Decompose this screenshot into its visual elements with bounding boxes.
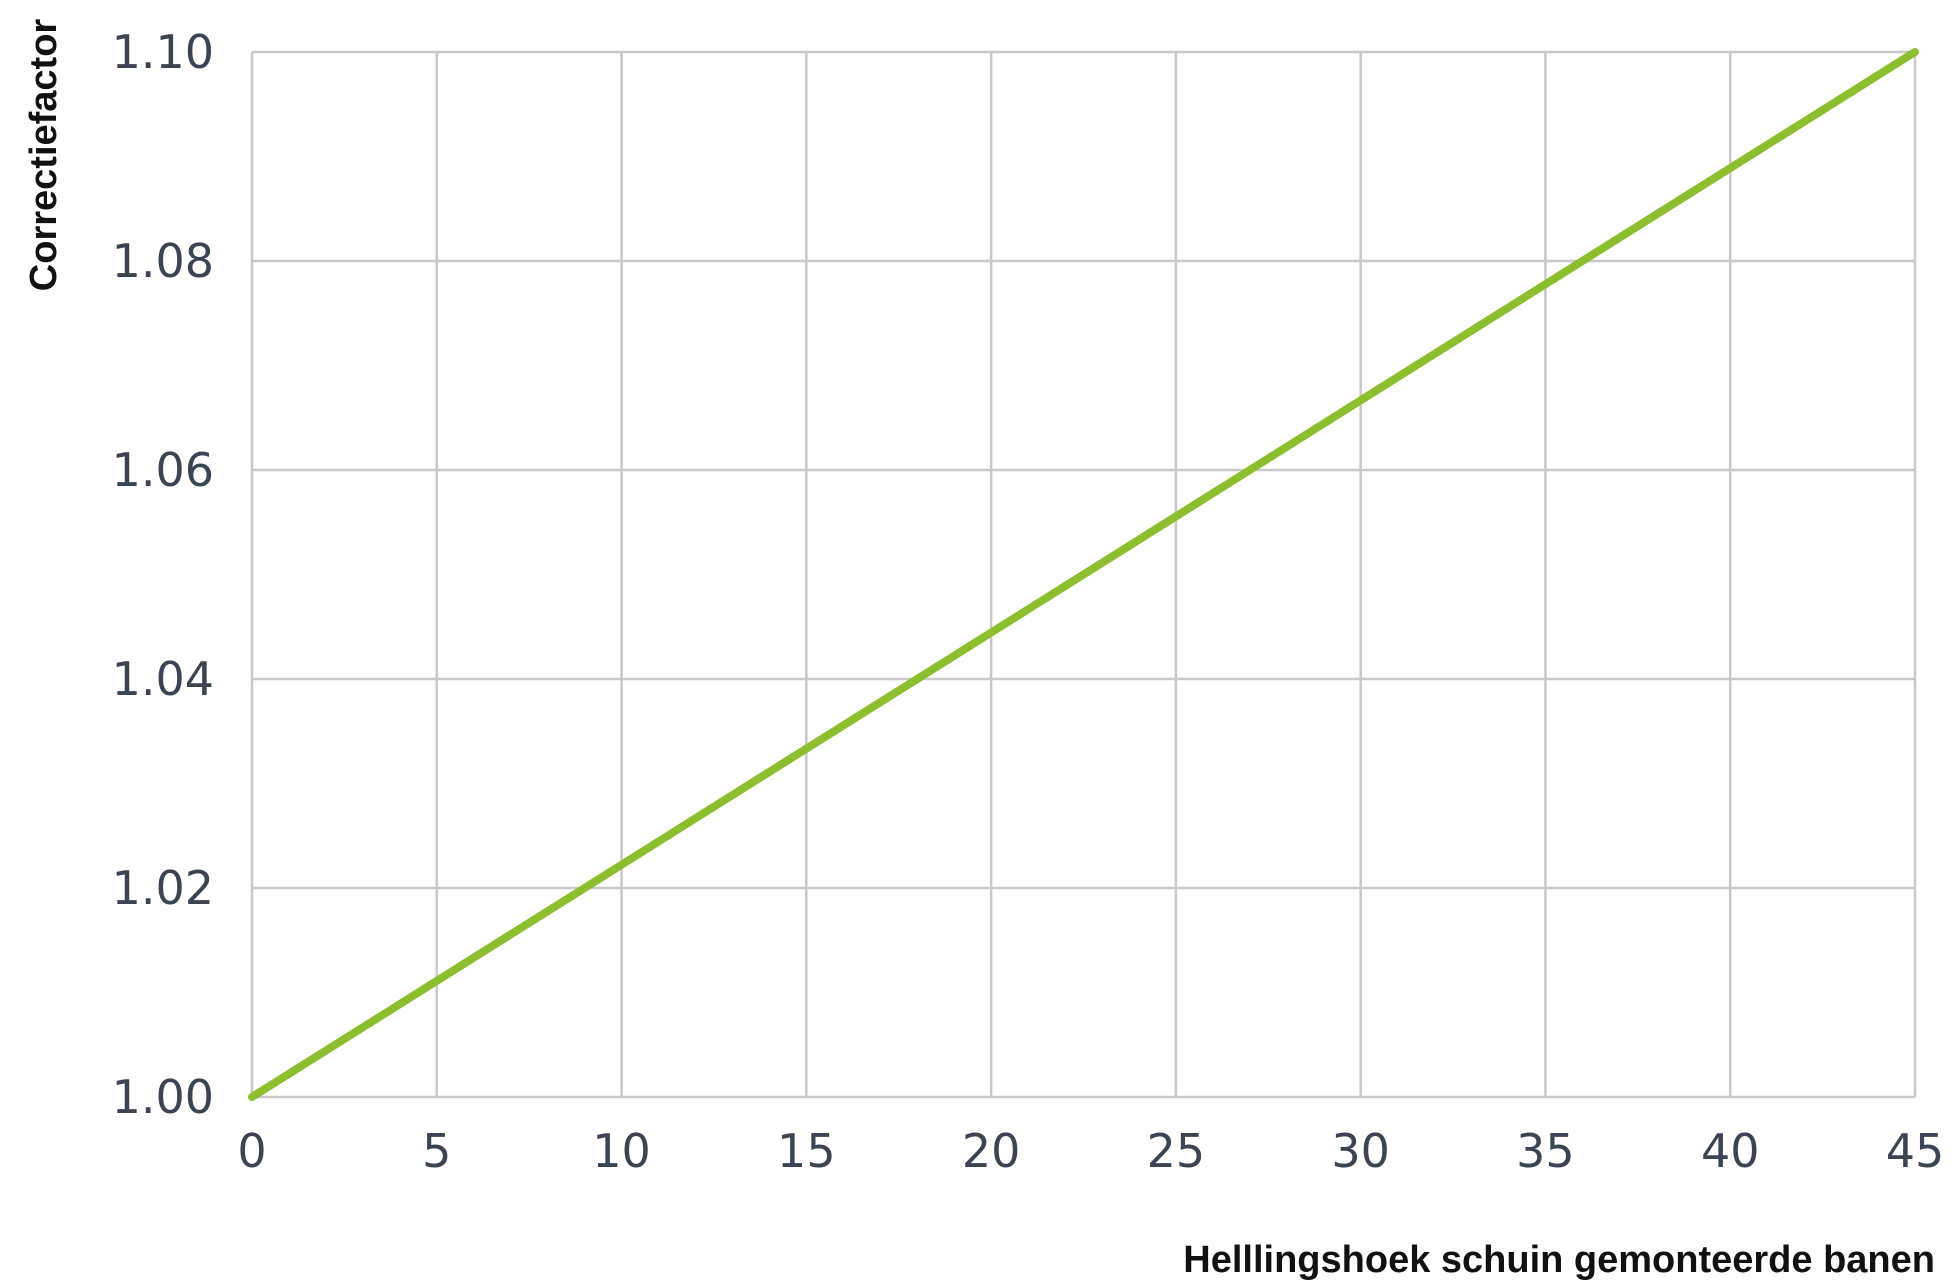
y-axis-title: Correctiefactor (23, 19, 65, 292)
y-tick-label: 1.08 (112, 234, 214, 288)
x-tick-label: 25 (1147, 1124, 1206, 1178)
y-tick-label: 1.06 (112, 443, 214, 497)
series-layer (248, 48, 1919, 1101)
x-tick-label: 35 (1516, 1124, 1575, 1178)
x-tick-label: 20 (962, 1124, 1021, 1178)
x-tick-label: 0 (237, 1124, 266, 1178)
y-axis-ticks: 1.00 1.02 1.04 1.06 1.08 1.10 (112, 25, 214, 1124)
grid-lines (250, 50, 1917, 1099)
y-tick-label: 1.04 (112, 652, 214, 706)
x-axis-ticks: 0 5 10 15 20 25 30 35 40 45 (237, 1124, 1944, 1178)
x-tick-label: 30 (1331, 1124, 1390, 1178)
x-axis-title: Helllingshoek schuin gemonteerde banen (1183, 1239, 1935, 1281)
x-tick-label: 10 (592, 1124, 651, 1178)
y-tick-label: 1.10 (112, 25, 214, 79)
series-line (248, 48, 1919, 1101)
x-tick-label: 45 (1886, 1124, 1945, 1178)
y-tick-label: 1.02 (112, 861, 214, 915)
x-tick-label: 5 (422, 1124, 451, 1178)
y-tick-label: 1.00 (112, 1070, 214, 1124)
x-tick-label: 15 (777, 1124, 836, 1178)
x-tick-label: 40 (1701, 1124, 1760, 1178)
